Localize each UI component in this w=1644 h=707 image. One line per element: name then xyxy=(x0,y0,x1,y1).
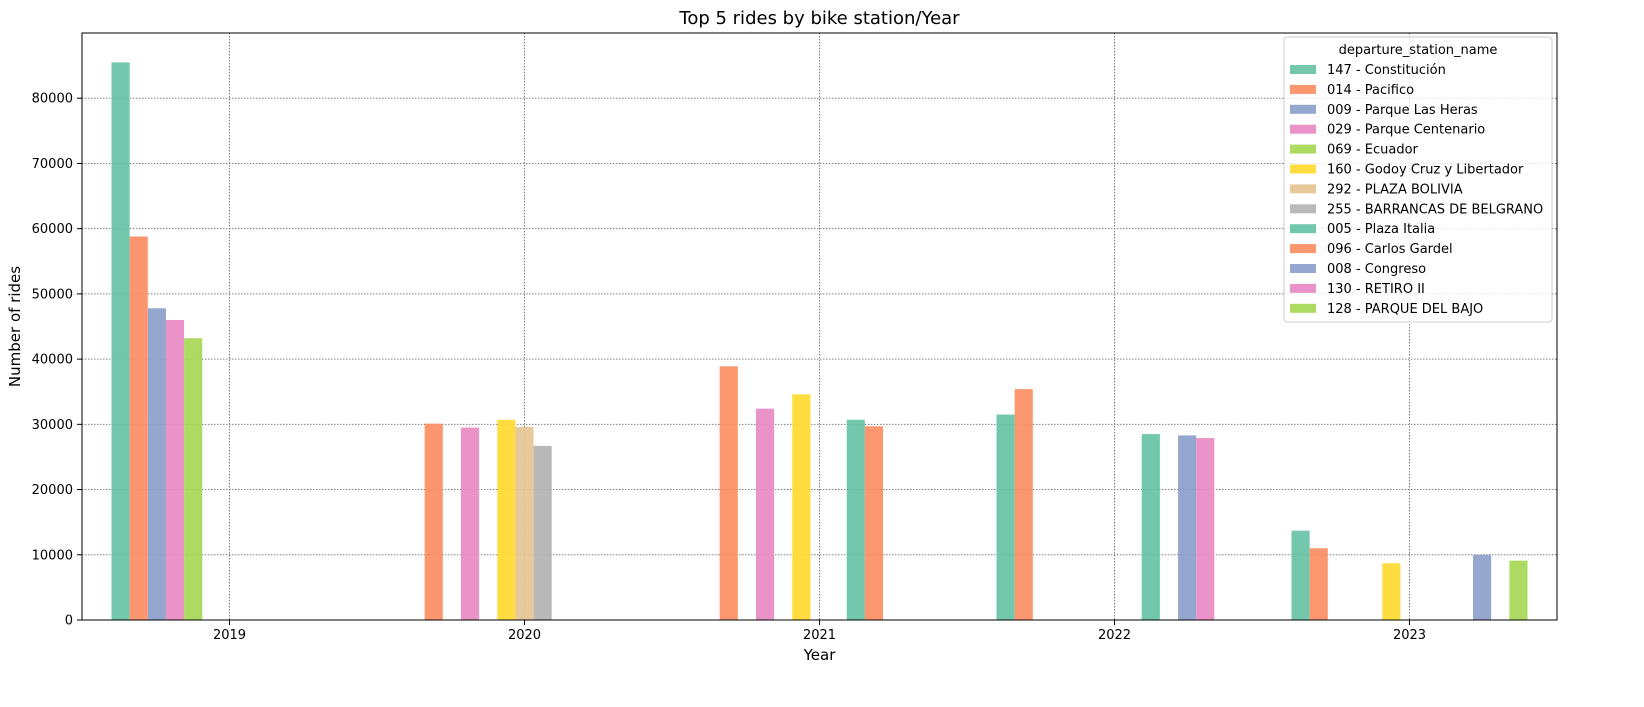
legend-swatch xyxy=(1290,264,1316,273)
legend-label: 147 - Constitución xyxy=(1327,63,1446,78)
y-tick-label: 30000 xyxy=(32,418,73,433)
bar xyxy=(1509,560,1528,620)
bar xyxy=(424,423,443,620)
bar xyxy=(996,414,1015,620)
bar xyxy=(147,308,166,620)
legend-swatch xyxy=(1290,224,1316,234)
legend-label: 130 - RETIRO II xyxy=(1327,282,1425,297)
legend-swatch xyxy=(1290,204,1316,214)
legend-label: 096 - Carlos Gardel xyxy=(1327,242,1453,257)
legend-box xyxy=(1283,36,1553,323)
y-tick-label: 80000 xyxy=(32,92,73,107)
legend-swatch xyxy=(1290,164,1316,174)
x-tick-label: 2022 xyxy=(1098,628,1131,643)
legend-label: 029 - Parque Centenario xyxy=(1327,123,1485,138)
legend-label: 160 - Godoy Cruz y Libertador xyxy=(1327,163,1524,178)
bar xyxy=(1382,563,1401,620)
bar xyxy=(533,445,552,620)
bar xyxy=(1196,438,1215,620)
y-tick-label: 70000 xyxy=(32,157,73,172)
y-tick-label: 40000 xyxy=(32,353,73,368)
legend-swatch xyxy=(1290,124,1316,134)
bar xyxy=(1141,434,1160,620)
legend-label: 005 - Plaza Italia xyxy=(1327,222,1435,237)
bar xyxy=(755,408,775,620)
legend-swatch xyxy=(1290,144,1316,154)
legend-label: 009 - Parque Las Heras xyxy=(1327,103,1478,118)
legend-title: departure_station_name xyxy=(1339,43,1498,58)
bar xyxy=(1178,435,1197,620)
bar xyxy=(792,394,811,620)
x-tick-label: 2020 xyxy=(508,628,541,643)
bar xyxy=(1309,548,1328,620)
y-tick-label: 60000 xyxy=(32,222,73,237)
bar xyxy=(864,426,884,620)
y-axis-label: Number of rides xyxy=(6,266,24,387)
bar-layer xyxy=(111,62,1528,621)
legend-items: 147 - Constitución 014 - Pacifico 009 - Pa… xyxy=(1290,63,1543,317)
legend-swatch xyxy=(1290,283,1316,293)
y-tick-label: 0 xyxy=(65,614,73,629)
legend-label: 008 - Congreso xyxy=(1327,262,1426,277)
y-tick-label: 50000 xyxy=(32,287,73,302)
legend-swatch xyxy=(1290,104,1316,114)
bar xyxy=(1291,530,1310,620)
bar xyxy=(111,62,130,621)
legend-swatch xyxy=(1290,65,1316,74)
x-tick-label: 2019 xyxy=(213,628,246,643)
legend-label: 255 - BARRANCAS DE BELGRANO xyxy=(1327,202,1543,217)
legend: departure_station_name 147 - Constitució… xyxy=(1283,36,1553,323)
bar xyxy=(497,419,516,620)
bar xyxy=(515,426,534,620)
bar xyxy=(129,236,148,620)
bar xyxy=(1473,554,1492,620)
x-tick-label: 2021 xyxy=(803,628,836,643)
legend-swatch xyxy=(1290,84,1316,94)
legend-label: 128 - PARQUE DEL BAJO xyxy=(1327,302,1483,317)
legend-label: 069 - Ecuador xyxy=(1327,143,1419,158)
bar xyxy=(719,366,738,620)
legend-swatch xyxy=(1290,184,1316,194)
bar xyxy=(460,427,480,620)
bar xyxy=(846,419,865,620)
bar xyxy=(165,319,185,620)
legend-label: 014 - Pacifico xyxy=(1327,83,1414,98)
bar xyxy=(1014,389,1033,620)
x-axis-label: Year xyxy=(803,646,837,664)
legend-swatch xyxy=(1290,303,1316,313)
legend-swatch xyxy=(1290,244,1316,254)
x-tick-label: 2023 xyxy=(1393,628,1426,643)
chart-title: Top 5 rides by bike station/Year xyxy=(678,8,960,29)
y-tick-label: 10000 xyxy=(32,548,73,563)
y-tick-label: 20000 xyxy=(32,483,73,498)
legend-label: 292 - PLAZA BOLIVIA xyxy=(1327,182,1463,197)
tick-layer: 0 10000 20000 30000 40000 50000 60000 70000 8000… xyxy=(32,92,1426,643)
bar xyxy=(184,338,203,620)
